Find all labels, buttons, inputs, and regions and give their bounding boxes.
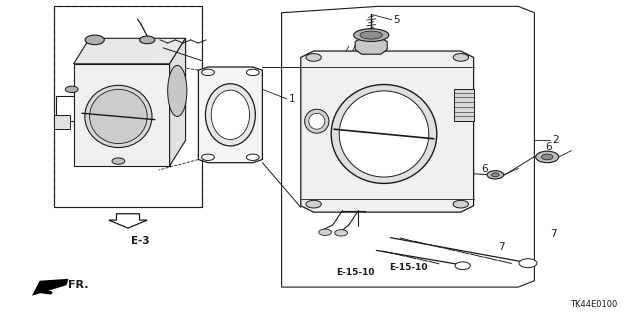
Bar [454,89,474,121]
Circle shape [453,54,468,61]
Circle shape [541,154,553,160]
Ellipse shape [305,109,329,133]
Text: 6: 6 [545,142,552,152]
Text: E-15-10: E-15-10 [336,268,374,277]
Text: E-3: E-3 [131,236,150,246]
Circle shape [519,259,537,268]
Circle shape [85,35,104,45]
Ellipse shape [339,91,429,177]
Ellipse shape [85,85,152,147]
Polygon shape [198,67,262,163]
Circle shape [335,230,348,236]
Circle shape [492,173,499,177]
Circle shape [246,69,259,76]
Circle shape [455,262,470,270]
Ellipse shape [211,90,250,140]
Text: E-15-10: E-15-10 [389,263,428,272]
Circle shape [306,54,321,61]
Circle shape [306,200,321,208]
Circle shape [140,36,155,44]
Ellipse shape [309,113,325,129]
Circle shape [202,69,214,76]
Polygon shape [170,38,186,166]
Circle shape [112,158,125,164]
Text: FR.: FR. [68,279,89,290]
Text: 4: 4 [320,83,326,93]
Ellipse shape [205,84,255,146]
Ellipse shape [332,85,437,183]
Polygon shape [32,279,68,296]
Polygon shape [74,64,170,166]
Circle shape [246,154,259,160]
Text: 2: 2 [552,135,559,145]
Circle shape [202,154,214,160]
Text: 5: 5 [394,15,400,25]
Circle shape [319,229,332,235]
Circle shape [487,171,504,179]
Text: 7: 7 [550,229,557,240]
Text: 6: 6 [482,164,488,174]
Bar [54,115,70,129]
Circle shape [65,86,78,93]
Text: 3: 3 [315,70,321,81]
Ellipse shape [168,65,187,116]
Text: TK44E0100: TK44E0100 [570,300,618,309]
Polygon shape [355,38,387,54]
Circle shape [453,200,468,208]
Text: 1: 1 [289,94,296,104]
Polygon shape [301,51,474,212]
Ellipse shape [360,31,383,39]
Polygon shape [109,214,147,228]
Ellipse shape [353,29,389,41]
Ellipse shape [90,89,147,144]
Text: 7: 7 [498,242,504,252]
Circle shape [536,151,559,163]
Bar [54,6,202,207]
Polygon shape [74,38,186,64]
Bar [54,6,202,207]
